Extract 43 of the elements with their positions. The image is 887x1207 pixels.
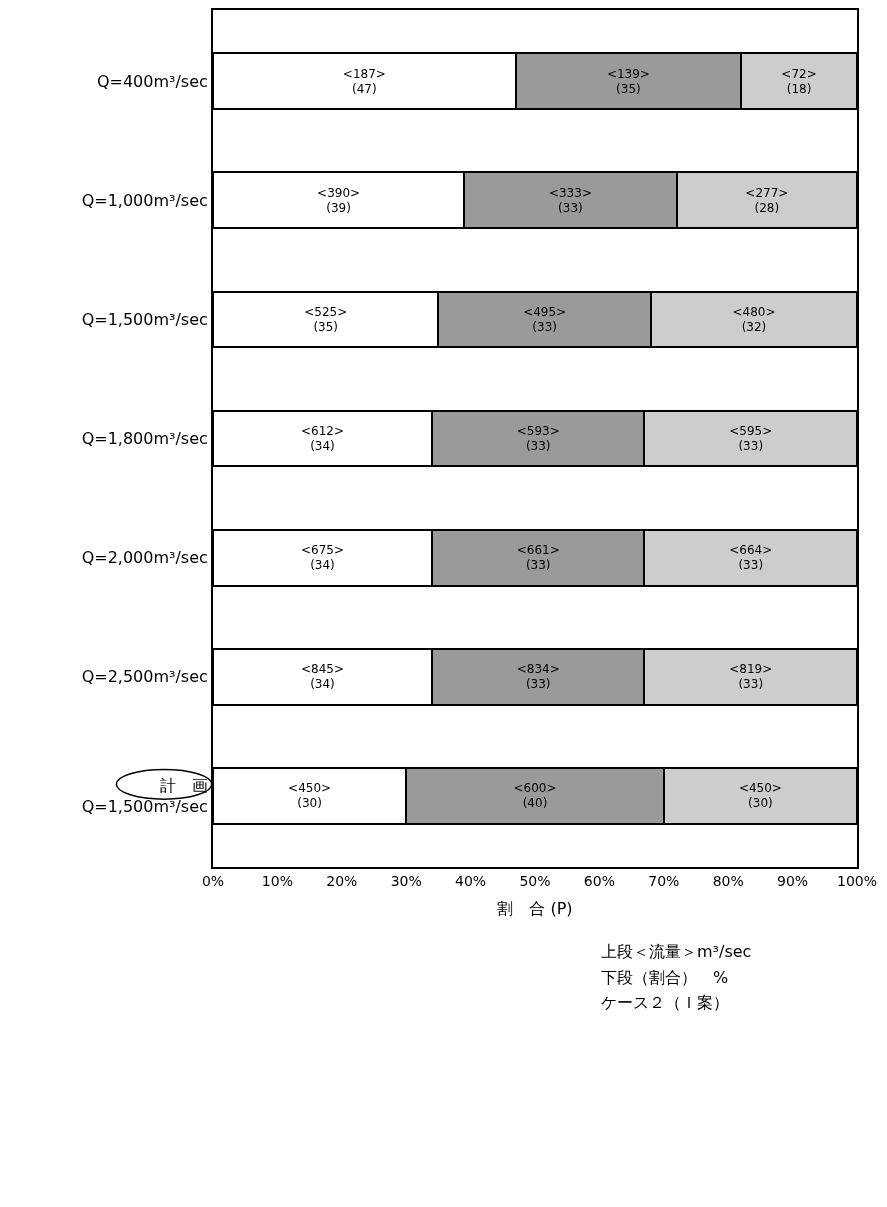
data-label: <390> (39) bbox=[317, 185, 361, 216]
x-tick-label: 10% bbox=[261, 872, 293, 889]
data-label: <819> (33) bbox=[729, 661, 773, 692]
data-label: <495> (33) bbox=[523, 304, 567, 335]
x-tick-label: 90% bbox=[777, 872, 809, 889]
data-label: <845> (34) bbox=[300, 661, 344, 692]
data-label: <450> (30) bbox=[738, 780, 782, 811]
y-tick-label: Q=2,500m³/sec bbox=[81, 667, 208, 687]
y-tick-label: Q=1,000m³/sec bbox=[81, 191, 208, 211]
data-label: <277> (28) bbox=[745, 185, 789, 216]
x-tick-label: 0% bbox=[201, 872, 225, 889]
x-tick-label: 30% bbox=[390, 872, 422, 889]
y-tick-label: Q=2,000m³/sec bbox=[81, 548, 208, 568]
x-tick-label: 60% bbox=[583, 872, 615, 889]
x-axis-title: 割 合 (P) bbox=[497, 899, 573, 918]
data-label: <525> (35) bbox=[304, 304, 348, 335]
data-label: <187> (47) bbox=[342, 66, 386, 97]
text: 下段（割合） % bbox=[601, 968, 729, 987]
data-label: <664> (33) bbox=[729, 542, 773, 573]
data-label: <593> (33) bbox=[516, 423, 560, 454]
text: 上段＜流量＞m³/sec bbox=[601, 942, 752, 961]
y-tick-label: 計 画 Q=1,500m³/sec bbox=[81, 775, 208, 816]
x-tick-label: 50% bbox=[519, 872, 551, 889]
data-label: <595> (33) bbox=[729, 423, 773, 454]
data-label: <480> (32) bbox=[732, 304, 776, 335]
x-tick-label: 20% bbox=[326, 872, 358, 889]
x-tick-label: 40% bbox=[455, 872, 487, 889]
data-label: <661> (33) bbox=[516, 542, 560, 573]
x-tick-label: 80% bbox=[712, 872, 744, 889]
data-label: <834> (33) bbox=[516, 661, 560, 692]
data-label: <72> (18) bbox=[781, 66, 817, 97]
data-label: <139> (35) bbox=[606, 66, 650, 97]
data-label: <675> (34) bbox=[300, 542, 344, 573]
data-label: <612> (34) bbox=[300, 423, 344, 454]
x-tick-label: 70% bbox=[648, 872, 680, 889]
data-label: <600> (40) bbox=[513, 780, 557, 811]
x-tick-label: 100% bbox=[836, 872, 878, 889]
data-label: <450> (30) bbox=[288, 780, 332, 811]
data-label: <333> (33) bbox=[548, 185, 592, 216]
y-tick-label: Q=400m³/sec bbox=[96, 72, 208, 92]
y-tick-label: Q=1,800m³/sec bbox=[81, 429, 208, 449]
text: ケース２（Ｉ案） bbox=[601, 993, 729, 1012]
y-tick-label: Q=1,500m³/sec bbox=[81, 310, 208, 330]
